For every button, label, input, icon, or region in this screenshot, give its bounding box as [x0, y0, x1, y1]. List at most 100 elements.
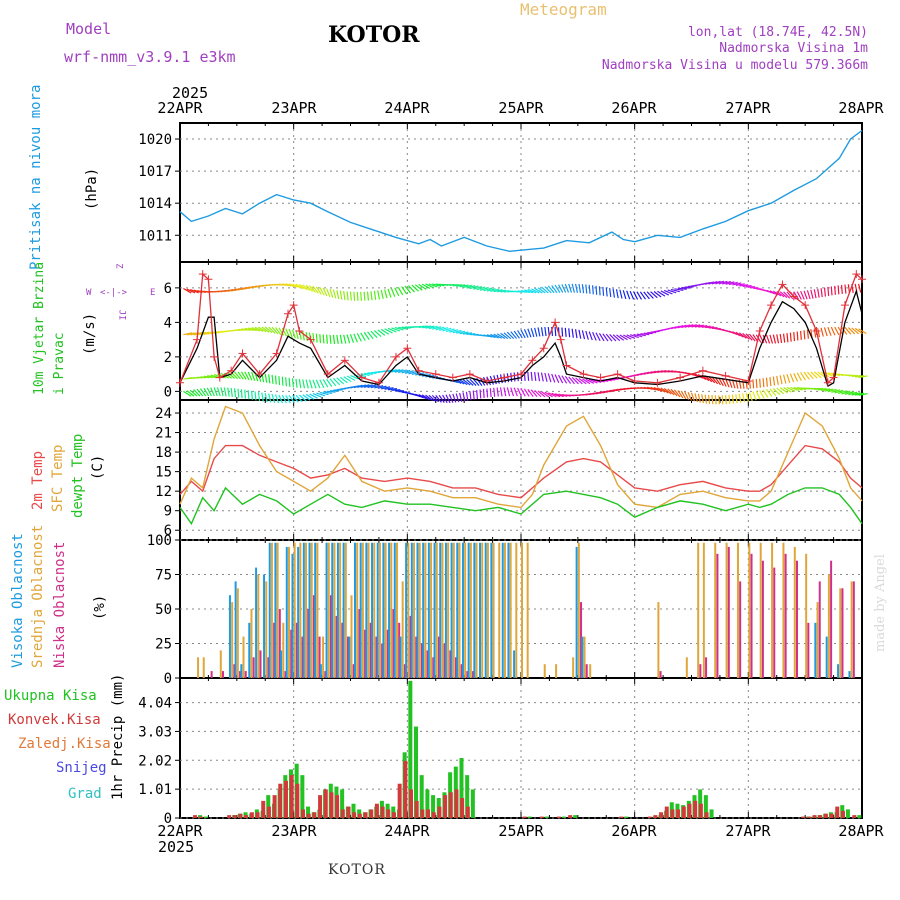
high-cloud-bar	[376, 542, 379, 678]
low-cloud-bar	[659, 671, 662, 678]
precip-total-bar	[470, 789, 475, 818]
low-cloud-bar	[341, 622, 344, 678]
wind-direction-barb	[732, 331, 741, 337]
wind-direction-barb	[817, 388, 827, 391]
wind-direction-barb	[332, 289, 337, 299]
wind-direction-barb	[506, 331, 515, 340]
low-cloud-bar	[460, 664, 463, 678]
high-cloud-bar	[399, 636, 402, 678]
wind-direction-barb	[268, 326, 276, 334]
precip-conv-bar	[443, 795, 448, 818]
wind-direction-barb	[363, 331, 370, 341]
wind-direction-barb	[725, 395, 727, 405]
wind-direction-barb	[207, 375, 217, 379]
wind-direction-barb	[387, 388, 398, 391]
wind-direction-barb	[547, 285, 555, 294]
wind-direction-barb	[657, 290, 666, 297]
wind-direction-barb	[339, 376, 348, 384]
wind-direction-barb	[366, 291, 370, 301]
wind-direction-barb	[598, 286, 601, 296]
mid-cloud-bar	[276, 542, 279, 678]
wind-direction-barb	[772, 388, 781, 396]
precip-conv-bar	[437, 806, 442, 818]
wind-direction-barb	[725, 378, 730, 388]
wind-direction-barb	[728, 379, 733, 388]
wind-direction-barb	[823, 327, 828, 337]
wind-direction-barb	[643, 291, 650, 300]
high-cloud-bar	[353, 542, 356, 678]
precip-conv-bar	[522, 816, 527, 818]
wind-direction-barb	[571, 328, 574, 338]
high-cloud-bar	[422, 542, 425, 678]
wind-direction-barb	[499, 387, 503, 397]
precip-total-bar	[459, 758, 464, 818]
wind-direction-barb	[387, 369, 397, 373]
wind-direction-barb	[619, 334, 628, 341]
wind-direction-barb	[349, 291, 352, 301]
wind-direction-barb	[264, 373, 268, 383]
wind-direction-barb	[547, 373, 552, 383]
wind-direction-barb	[629, 334, 639, 339]
low-cloud-bar	[432, 657, 435, 678]
wind-direction-barb	[633, 333, 643, 338]
wind-direction-barb	[486, 288, 496, 292]
low-cloud-bar	[318, 636, 321, 678]
wind-direction-barb	[428, 325, 438, 330]
wind-direction-barb	[711, 280, 721, 285]
wind-direction-barb	[285, 377, 287, 387]
wind-direction-barb	[823, 287, 827, 297]
precip-conv-bar	[818, 815, 823, 818]
wind-direction-barb	[377, 385, 387, 389]
wind-direction-barb	[466, 285, 476, 289]
wind-direction-barb	[598, 332, 605, 342]
high-cloud-bar	[371, 542, 374, 678]
wind-direction-barb	[772, 334, 777, 344]
wind-direction-barb	[483, 287, 493, 292]
mid-cloud-bar	[401, 581, 404, 678]
wind-direction-barb	[274, 394, 280, 404]
high-cloud-bar	[439, 542, 442, 678]
y-tick-label: 12	[155, 484, 172, 500]
mid-cloud-bar	[452, 542, 455, 678]
y-tick-label: 1017	[138, 164, 172, 180]
wind-direction-barb	[564, 327, 567, 337]
low-cloud-bar	[841, 588, 844, 678]
precip-conv-bar	[352, 812, 357, 818]
wind-direction-barb	[544, 391, 553, 398]
wind-direction-barb	[373, 330, 382, 337]
wind-direction-barb	[701, 394, 704, 404]
wind-direction-barb	[322, 287, 328, 297]
wind-direction-barb	[571, 283, 575, 293]
wind-direction-barb	[588, 331, 593, 341]
high-cloud-bar	[501, 542, 504, 678]
low-cloud-bar	[329, 595, 332, 678]
precip-conv-bar	[295, 783, 300, 818]
precip-conv-bar	[840, 810, 845, 818]
high-cloud-bar	[382, 542, 385, 678]
wind-direction-barb	[237, 388, 240, 398]
wind-direction-barb	[667, 388, 675, 396]
wind-direction-barb	[251, 327, 261, 332]
wind-direction-barb	[336, 290, 340, 300]
wind-direction-barb	[500, 332, 509, 340]
date-top-0: 22APR	[157, 99, 203, 117]
mid-cloud-bar	[350, 595, 353, 678]
wind-direction-barb	[830, 286, 833, 296]
wind-direction-barb	[670, 388, 678, 397]
wind-direction-barb	[421, 283, 431, 289]
wind-direction-barb	[677, 324, 687, 329]
mid-cloud-bar	[282, 622, 285, 678]
wind-direction-barb	[711, 395, 714, 405]
precip-conv-bar	[698, 803, 703, 818]
y-tick-label: 9	[164, 504, 172, 520]
wind-direction-barb	[800, 330, 802, 340]
wind-direction-barb	[786, 333, 789, 343]
wind-direction-barb	[517, 290, 527, 293]
wind-direction-barb	[834, 389, 844, 394]
wind-direction-barb	[452, 284, 462, 287]
wind-direction-barb	[364, 372, 374, 375]
wind-direction-barb	[230, 387, 233, 397]
wind-direction-barb	[735, 394, 738, 404]
wind-direction-barb	[530, 371, 533, 381]
wind-direction-barb	[302, 394, 311, 401]
